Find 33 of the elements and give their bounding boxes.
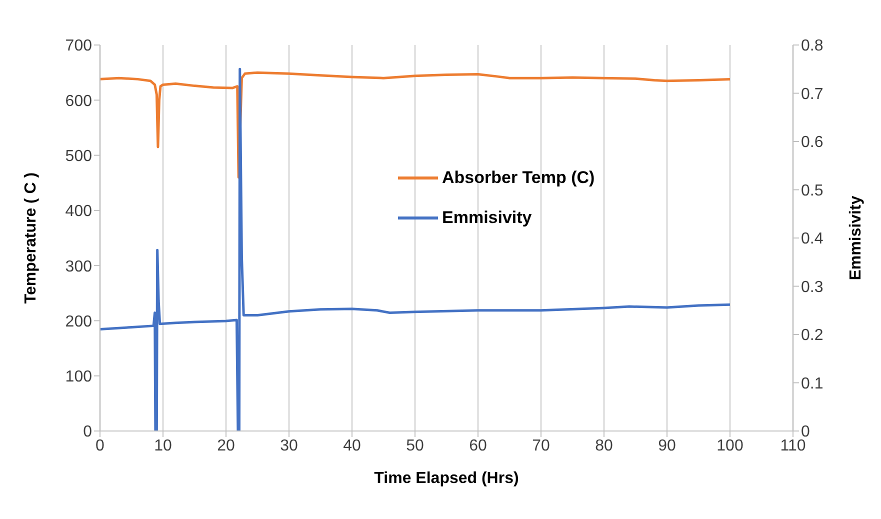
x-tick-label: 30 — [280, 437, 298, 454]
x-axis-title: Time Elapsed (Hrs) — [374, 470, 519, 487]
y-tick-label: 0 — [83, 424, 92, 441]
x-tick-label: 10 — [154, 437, 172, 454]
y2-tick-label: 0.8 — [801, 38, 824, 55]
y-tick-label: 500 — [65, 148, 92, 165]
x-tick-label: 60 — [469, 437, 487, 454]
line-series — [100, 68, 732, 431]
y2-tick-label: 0.4 — [801, 230, 824, 248]
x-tick-label: 50 — [406, 437, 424, 454]
y2-tick-label: 0.5 — [801, 182, 824, 200]
y2-axis-title: Emmisivity — [848, 196, 865, 280]
y-tick-label: 400 — [65, 203, 92, 220]
y2-tick-label: 0.1 — [801, 375, 824, 392]
x-tick-label: 90 — [658, 437, 676, 454]
y-tick-label: 700 — [65, 38, 92, 55]
y-tick-label: 600 — [65, 92, 92, 110]
y-axis-title: Temperature ( C ) — [22, 172, 40, 304]
x-tick-label: 20 — [217, 437, 235, 454]
y-tick-label: 200 — [65, 313, 92, 330]
x-tick-label: 80 — [595, 437, 613, 454]
x-tick-label: 0 — [96, 437, 105, 454]
x-tick-label: 40 — [343, 437, 361, 454]
y-tick-label: 300 — [65, 258, 92, 276]
y2-tick-label: 0.2 — [801, 327, 824, 344]
y2-tick-label: 0.6 — [801, 134, 824, 152]
legend-label: Emmisivity — [442, 208, 532, 228]
legend-label: Absorber Temp (C) — [442, 168, 595, 188]
y-tick-label: 100 — [65, 368, 92, 386]
y2-tick-label: 0.3 — [801, 278, 824, 296]
y2-tick-label: 0.7 — [801, 86, 824, 103]
x-tick-label: 70 — [532, 437, 550, 454]
x-tick-label: 100 — [716, 437, 744, 454]
